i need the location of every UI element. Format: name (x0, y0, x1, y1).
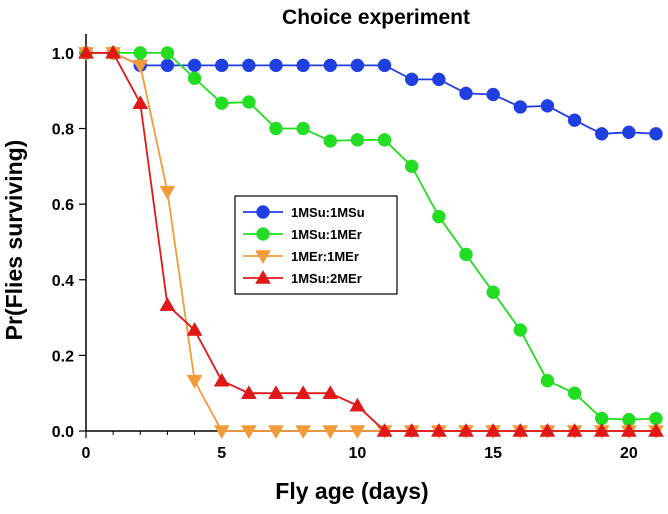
legend-entry: 1MSu:1MSu (291, 205, 365, 220)
legend-marker (256, 227, 270, 241)
data-point (622, 125, 636, 140)
data-point (649, 127, 663, 141)
y-tick-label: 0.0 (52, 424, 74, 441)
legend-marker (256, 205, 270, 219)
series-line (86, 52, 657, 421)
data-point (485, 422, 502, 437)
data-point (159, 185, 176, 200)
data-point (160, 46, 175, 60)
data-point (296, 121, 310, 136)
data-point (269, 121, 283, 136)
data-point (132, 95, 149, 109)
data-point (105, 44, 122, 59)
data-point (186, 374, 203, 389)
data-point (566, 422, 583, 437)
data-point (377, 58, 392, 73)
data-point (513, 323, 528, 337)
data-point (240, 385, 257, 399)
data-point (268, 385, 284, 399)
data-point (214, 96, 229, 110)
data-point (458, 422, 474, 437)
data-point (240, 425, 257, 440)
data-point (567, 113, 582, 127)
legend-entry: 1MEr:1MEr (291, 249, 359, 264)
data-point (459, 247, 473, 262)
data-point (648, 422, 664, 437)
data-point (160, 58, 175, 73)
data-point (432, 209, 446, 224)
data-point (132, 59, 149, 74)
data-point (593, 422, 610, 437)
data-point (404, 72, 419, 87)
data-point (404, 159, 419, 174)
y-tick-label: 0.8 (52, 122, 74, 139)
data-point (403, 422, 420, 437)
y-tick-label: 0.4 (52, 273, 74, 290)
data-point (350, 133, 365, 147)
y-axis-label: Pr(Flies surviving) (1, 140, 27, 341)
y-tick-label: 0.6 (52, 197, 74, 214)
data-point (323, 134, 338, 148)
y-tick-label: 0.2 (52, 348, 74, 365)
data-point (513, 100, 528, 114)
data-point (539, 422, 556, 437)
data-point (295, 385, 312, 399)
data-point (567, 386, 582, 400)
chart-title: Choice experiment (282, 6, 470, 29)
data-point (214, 58, 229, 73)
x-tick-label: 5 (217, 445, 226, 462)
data-point (268, 425, 284, 440)
x-tick-label: 10 (349, 445, 367, 462)
data-point (242, 95, 256, 109)
data-point (242, 58, 256, 73)
data-point (269, 58, 283, 73)
data-point (323, 58, 338, 73)
series-line (86, 52, 656, 432)
data-point (213, 372, 230, 387)
data-point (295, 425, 312, 440)
data-point (213, 425, 230, 440)
data-point (430, 422, 447, 437)
data-point (187, 58, 202, 73)
y-tick-label: 1.0 (52, 46, 74, 63)
data-point (512, 422, 529, 437)
data-point (296, 58, 310, 73)
legend: 1MSu:1MSu 1MSu:1MEr 1MEr:1MEr 1MSu:2MEr (234, 195, 398, 295)
series-3 (78, 44, 664, 437)
data-point (486, 285, 500, 299)
data-point (377, 133, 392, 147)
data-point (540, 373, 555, 388)
data-point (349, 425, 366, 440)
data-point (376, 422, 393, 437)
legend-entry: 1MSu:1MEr (291, 227, 362, 242)
data-point (133, 46, 148, 60)
data-point (350, 58, 365, 73)
data-point (322, 425, 339, 440)
data-point (78, 44, 94, 59)
data-point (186, 322, 203, 336)
x-tick-label: 20 (620, 445, 638, 462)
data-point (322, 385, 339, 399)
data-point (159, 297, 176, 311)
x-tick-label: 15 (484, 445, 502, 462)
legend-marker (255, 250, 271, 265)
series-1 (79, 46, 663, 427)
data-point (349, 397, 366, 412)
data-point (432, 72, 446, 87)
legend-marker (255, 269, 271, 284)
data-point (620, 422, 637, 437)
data-point (187, 71, 202, 85)
data-point (486, 87, 500, 102)
data-point (594, 127, 609, 141)
data-point (459, 86, 473, 101)
x-tick-label: 0 (82, 445, 91, 462)
legend-entry: 1MSu:2MEr (291, 271, 362, 286)
data-point (540, 99, 555, 113)
series-0 (79, 46, 663, 141)
x-axis-label: Fly age (days) (275, 478, 428, 504)
data-series (78, 44, 664, 440)
